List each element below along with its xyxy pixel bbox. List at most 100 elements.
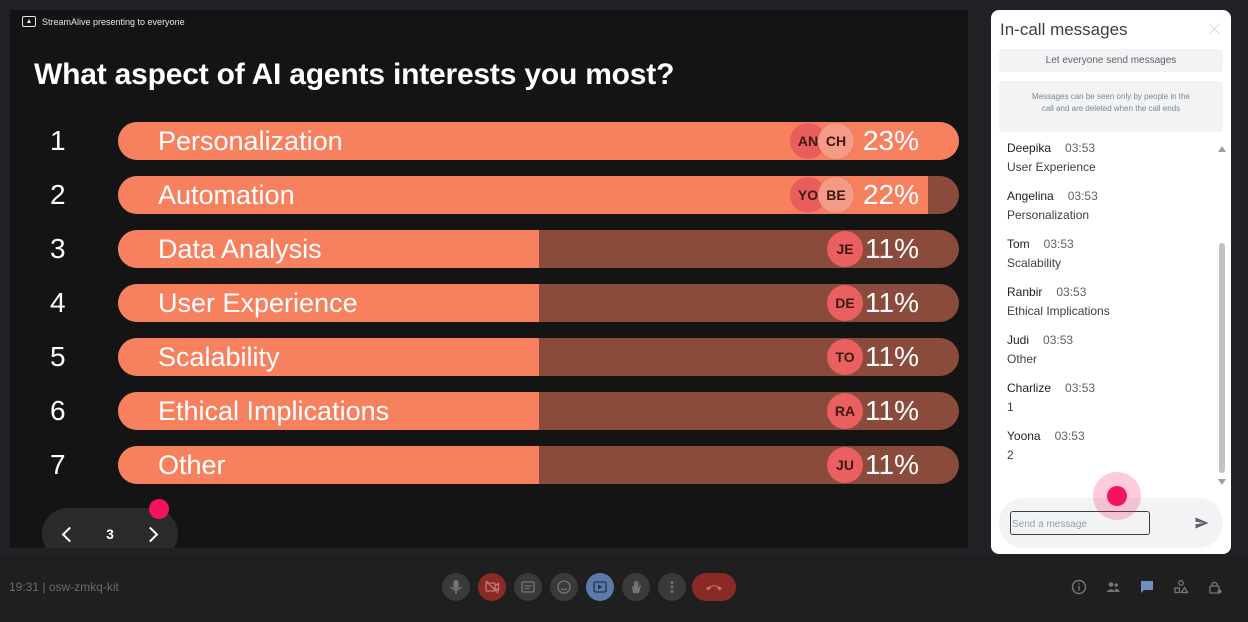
- poll-option-label: Other: [158, 450, 226, 480]
- microphone-button[interactable]: [442, 573, 470, 601]
- poll-option-percent: 22%: [862, 179, 919, 210]
- poll-bar-fill: [118, 338, 539, 376]
- click-cursor: [1107, 486, 1127, 506]
- message-sender: Charlize: [1007, 381, 1052, 395]
- poll-bar-track: [118, 338, 959, 376]
- poll-option-percent: 11%: [865, 449, 919, 480]
- chat-message: Deepika 03:53 User Experience: [1007, 139, 1207, 174]
- poll-bar-track: [118, 446, 959, 484]
- message-time: 03:53: [1043, 237, 1074, 251]
- present-screen-icon: [22, 16, 36, 27]
- poll-bar-fill: [118, 392, 539, 430]
- present-button[interactable]: [586, 573, 614, 601]
- poll-bar-fill: [118, 446, 539, 484]
- poll-bar-track: [118, 230, 959, 268]
- message-text: Ethical Implications: [1007, 304, 1110, 318]
- message-time: 03:53: [1054, 429, 1085, 443]
- camera-off-icon: [485, 580, 500, 594]
- poll-option-label: Ethical Implications: [158, 396, 390, 426]
- poll-option-rank: 3: [50, 233, 66, 264]
- send-icon[interactable]: [1195, 517, 1209, 529]
- info-icon[interactable]: [1070, 578, 1088, 596]
- presentation-stage: StreamAlive presenting to everyone What …: [10, 10, 968, 548]
- scroll-up-arrow-icon[interactable]: [1218, 146, 1226, 152]
- message-sender: Ranbir: [1007, 285, 1043, 299]
- close-icon[interactable]: [1209, 23, 1221, 35]
- poll-option-row: 4 User Experience DE 11%: [10, 284, 968, 322]
- let-everyone-send-toggle[interactable]: Let everyone send messages: [999, 49, 1223, 72]
- message-text: 2: [1007, 448, 1014, 462]
- scroll-down-arrow-icon[interactable]: [1218, 479, 1226, 485]
- captions-button[interactable]: [514, 573, 542, 601]
- poll-question: What aspect of AI agents interests you m…: [34, 58, 675, 91]
- poll-option-row: 2 Automation YO BE 22%: [10, 176, 968, 214]
- message-text: Other: [1007, 352, 1038, 366]
- poll-bar-track: [118, 284, 959, 322]
- raise-hand-button[interactable]: [622, 573, 650, 601]
- present-icon: [593, 581, 607, 593]
- emoji-icon: [557, 580, 571, 594]
- chat-notice: Messages can be seen only by people in t…: [999, 81, 1223, 132]
- poll-option-row: 5 Scalability TO 11%: [10, 338, 968, 376]
- poll-option-rank: 7: [50, 449, 66, 480]
- chat-panel: In-call messages Let everyone send messa…: [991, 10, 1231, 554]
- message-text: 1: [1007, 400, 1014, 414]
- message-sender: Judi: [1007, 333, 1030, 347]
- chat-message: Angelina 03:53 Personalization: [1007, 187, 1207, 222]
- people-icon[interactable]: [1104, 578, 1122, 596]
- poll-option-percent: 11%: [865, 341, 919, 372]
- message-text: Personalization: [1007, 208, 1090, 222]
- poll-option-label: Automation: [158, 180, 295, 210]
- poll-option-percent: 11%: [865, 395, 919, 426]
- emoji-button[interactable]: [550, 573, 578, 601]
- more-options-button[interactable]: [658, 573, 686, 601]
- activities-icon[interactable]: [1172, 578, 1190, 596]
- host-controls-icon[interactable]: [1206, 578, 1224, 596]
- captions-icon: [521, 581, 535, 593]
- previous-slide-icon[interactable]: [58, 525, 76, 543]
- next-slide-icon[interactable]: [144, 525, 162, 543]
- chat-message: Tom 03:53 Scalability: [1007, 235, 1207, 270]
- chat-scrollbar[interactable]: [1219, 243, 1225, 473]
- poll-option-label: Scalability: [158, 342, 280, 372]
- camera-button[interactable]: [478, 573, 506, 601]
- chat-message: Judi 03:53 Other: [1007, 331, 1207, 366]
- presenting-indicator: StreamAlive presenting to everyone: [22, 16, 185, 27]
- poll-option-percent: 11%: [865, 233, 919, 264]
- poll-option-label: User Experience: [158, 288, 358, 318]
- chat-icon[interactable]: [1138, 578, 1156, 596]
- chat-message: Ranbir 03:53 Ethical Implications: [1007, 283, 1207, 318]
- meeting-info: 19:31 | osw-zmkq-kit: [9, 580, 119, 594]
- chat-message: Charlize 03:53 1: [1007, 379, 1207, 414]
- message-input[interactable]: [1010, 511, 1150, 535]
- message-time: 03:53: [1067, 189, 1098, 203]
- message-sender: Angelina: [1007, 189, 1054, 203]
- message-time: 03:53: [1043, 333, 1074, 347]
- voter-avatar: BE: [818, 177, 854, 213]
- message-time: 03:53: [1056, 285, 1087, 299]
- microphone-icon: [450, 580, 462, 594]
- poll-option-row: 1 Personalization AN CH 23%: [10, 122, 968, 160]
- voter-avatar: CH: [818, 123, 854, 159]
- call-controls-bar: 19:31 | osw-zmkq-kit: [0, 556, 1248, 622]
- voter-avatar: JE: [827, 231, 863, 267]
- raise-hand-icon: [632, 580, 641, 593]
- message-time: 03:53: [1065, 141, 1096, 155]
- slide-number: 3: [106, 526, 114, 542]
- message-time: 03:53: [1065, 381, 1096, 395]
- poll-option-rank: 6: [50, 395, 66, 426]
- message-text: User Experience: [1007, 160, 1096, 174]
- voter-avatar: TO: [827, 339, 863, 375]
- voter-avatar: JU: [827, 447, 863, 483]
- leave-call-button[interactable]: [692, 573, 736, 601]
- message-sender: Yoona: [1007, 429, 1041, 443]
- voter-avatar: YO: [790, 177, 826, 213]
- poll-option-percent: 11%: [865, 287, 919, 318]
- poll-option-rank: 4: [50, 287, 66, 318]
- pointer-indicator: [149, 499, 169, 519]
- more-options-icon: [670, 581, 674, 593]
- chat-message: Yoona 03:53 2: [1007, 427, 1207, 462]
- message-sender: Deepika: [1007, 141, 1052, 155]
- poll-bar-fill: [118, 284, 539, 322]
